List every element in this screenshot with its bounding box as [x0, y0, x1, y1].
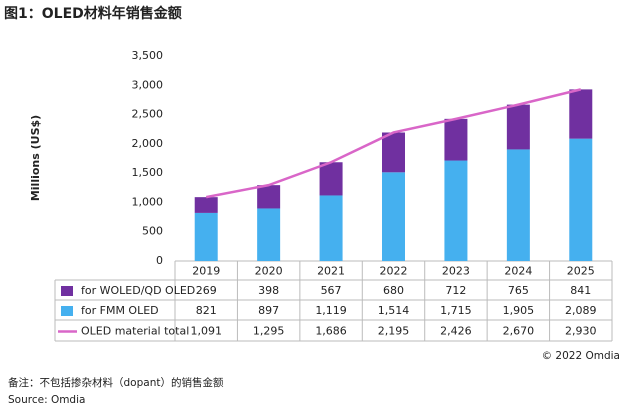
table-value: 2,089 — [565, 304, 597, 317]
table-value: 398 — [258, 284, 279, 297]
legend-label: for FMM OLED — [81, 304, 159, 317]
table-value: 712 — [445, 284, 466, 297]
bar-segment — [506, 104, 530, 150]
note: 备注：不包括掺杂材料（dopant）的销售金额 — [8, 376, 224, 389]
bar-segment — [444, 160, 468, 261]
table-value: 269 — [196, 284, 217, 297]
table-value: 821 — [196, 304, 217, 317]
table-value: 1,091 — [190, 325, 222, 338]
y-tick-label: 2,500 — [132, 108, 164, 121]
y-tick-label: 1,500 — [132, 166, 164, 179]
y-tick-label: 500 — [142, 225, 163, 238]
table-value: 1,686 — [315, 325, 347, 338]
table-value: 2,930 — [565, 325, 597, 338]
table-value: 1,514 — [378, 304, 410, 317]
legend-swatch — [61, 306, 73, 316]
table-value: 1,905 — [503, 304, 535, 317]
table-value: 2,195 — [378, 325, 410, 338]
table-value: 2,670 — [503, 325, 535, 338]
table-value: 567 — [321, 284, 342, 297]
source: Source: Omdia — [8, 394, 85, 406]
y-tick-label: 2,000 — [132, 137, 164, 150]
bar-segment — [257, 208, 281, 261]
x-tick-label: 2019 — [192, 265, 220, 278]
x-tick-label: 2023 — [442, 265, 470, 278]
x-tick-label: 2021 — [317, 265, 345, 278]
bar-segment — [569, 138, 593, 261]
bar-segment — [569, 89, 593, 139]
x-tick-label: 2022 — [380, 265, 408, 278]
bar-segment — [382, 132, 405, 173]
chart-title: 图1：OLED材料年销售金额 — [4, 5, 182, 22]
bar-segment — [194, 197, 218, 213]
bar-segment — [257, 185, 281, 209]
legend-label: OLED material total — [81, 325, 189, 338]
y-axis-label: Millions (US$) — [29, 115, 42, 201]
y-tick-label: 1,000 — [132, 195, 164, 208]
bar-segment — [382, 172, 405, 261]
x-tick-label: 2025 — [567, 265, 595, 278]
bar-segment — [319, 195, 343, 261]
bar-segment — [506, 149, 530, 261]
x-tick-label: 2020 — [255, 265, 283, 278]
table-value: 1,715 — [440, 304, 472, 317]
bar-segment — [194, 212, 218, 261]
table-value: 897 — [258, 304, 279, 317]
y-tick-label: 0 — [156, 254, 163, 267]
table-value: 765 — [508, 284, 529, 297]
copyright: © 2022 Omdia — [542, 350, 620, 362]
legend-swatch — [61, 286, 73, 296]
table-value: 680 — [383, 284, 404, 297]
table-value: 1,119 — [315, 304, 347, 317]
y-tick-label: 3,500 — [132, 49, 164, 62]
table-value: 2,426 — [440, 325, 472, 338]
legend-label: for WOLED/QD OLED — [81, 284, 195, 297]
bar-segment — [444, 118, 468, 161]
bar-segment — [319, 162, 343, 196]
total-line — [205, 88, 582, 199]
table-value: 841 — [570, 284, 591, 297]
x-tick-label: 2024 — [504, 265, 532, 278]
y-tick-label: 3,000 — [132, 78, 164, 91]
table-value: 1,295 — [253, 325, 285, 338]
